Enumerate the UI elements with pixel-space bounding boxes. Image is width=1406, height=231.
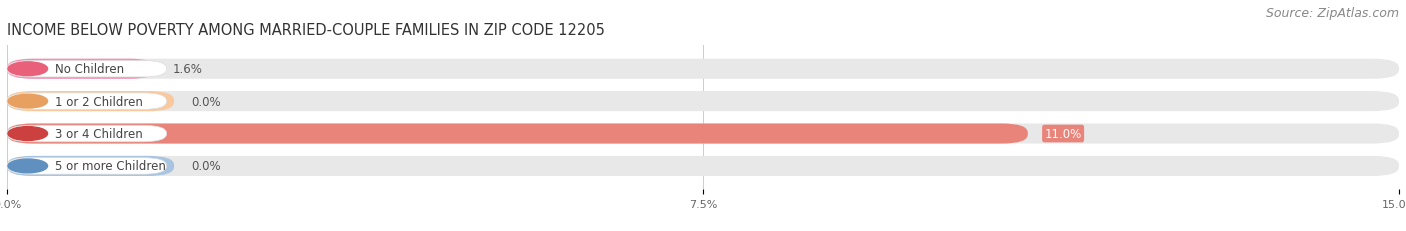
Circle shape <box>8 127 48 141</box>
Text: Source: ZipAtlas.com: Source: ZipAtlas.com <box>1265 7 1399 20</box>
Circle shape <box>8 63 48 76</box>
Text: INCOME BELOW POVERTY AMONG MARRIED-COUPLE FAMILIES IN ZIP CODE 12205: INCOME BELOW POVERTY AMONG MARRIED-COUPL… <box>7 23 605 38</box>
FancyBboxPatch shape <box>7 126 167 142</box>
Circle shape <box>8 159 48 173</box>
FancyBboxPatch shape <box>7 92 174 112</box>
Text: 1.6%: 1.6% <box>172 63 202 76</box>
Text: 5 or more Children: 5 or more Children <box>55 160 166 173</box>
Text: 0.0%: 0.0% <box>191 160 221 173</box>
FancyBboxPatch shape <box>7 124 1399 144</box>
Circle shape <box>8 95 48 109</box>
FancyBboxPatch shape <box>7 156 1399 176</box>
Text: 1 or 2 Children: 1 or 2 Children <box>55 95 143 108</box>
FancyBboxPatch shape <box>7 94 167 110</box>
FancyBboxPatch shape <box>7 59 156 79</box>
FancyBboxPatch shape <box>7 124 1028 144</box>
FancyBboxPatch shape <box>7 92 1399 112</box>
Text: 3 or 4 Children: 3 or 4 Children <box>55 128 143 140</box>
Text: 11.0%: 11.0% <box>1045 128 1081 140</box>
Text: 0.0%: 0.0% <box>191 95 221 108</box>
FancyBboxPatch shape <box>7 59 1399 79</box>
Text: No Children: No Children <box>55 63 124 76</box>
FancyBboxPatch shape <box>7 158 167 174</box>
FancyBboxPatch shape <box>7 61 167 78</box>
FancyBboxPatch shape <box>7 156 174 176</box>
